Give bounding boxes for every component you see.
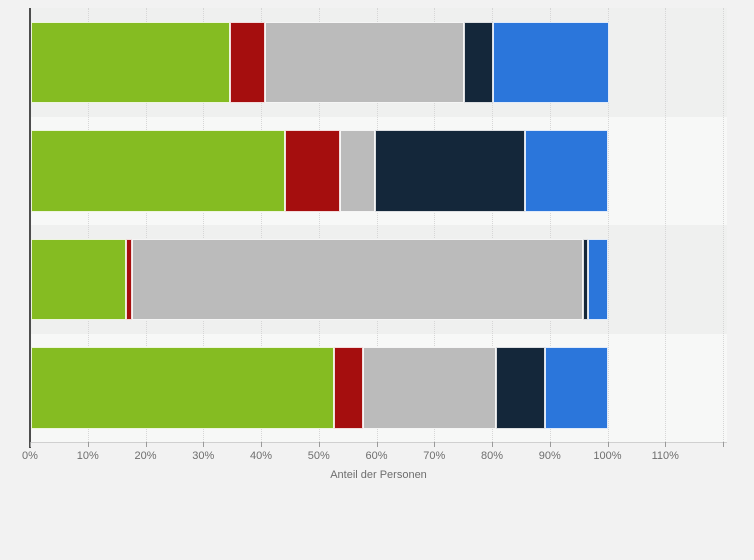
bar-segment-segment-green[interactable] <box>31 238 127 320</box>
gridline <box>549 8 551 442</box>
gridline <box>145 8 147 442</box>
bar-segment-segment-green[interactable] <box>31 347 335 429</box>
tick-label: 80% <box>480 450 504 462</box>
bar-segment-segment-green[interactable] <box>31 130 286 212</box>
bar-segment-segment-silver[interactable] <box>363 347 496 429</box>
tick-label: 100% <box>593 450 622 462</box>
bar-segment-segment-dark-navy[interactable] <box>582 238 589 320</box>
bar-segment-segment-silver[interactable] <box>339 130 375 212</box>
bar-segment-segment-dark-red[interactable] <box>126 238 133 320</box>
bar-segment-segment-dark-navy[interactable] <box>464 21 493 103</box>
tick-mark <box>261 442 262 447</box>
tick-label: 90% <box>538 450 561 462</box>
bar-segment-segment-blue[interactable] <box>493 21 609 103</box>
gridline <box>607 8 609 442</box>
tick-label: 70% <box>423 450 446 462</box>
bar-segment-segment-silver[interactable] <box>132 238 583 320</box>
tick-mark <box>30 442 31 447</box>
tick-mark <box>434 442 436 447</box>
tick-mark <box>318 442 320 447</box>
x-axis: 0% 10% 20% 30% 40% 50% 60% 70% 80% 90% 100% 110% <box>22 442 727 482</box>
x-axis-line <box>30 442 727 443</box>
gridline <box>492 8 493 442</box>
tick-label: 40% <box>249 450 273 462</box>
tick-label: 110% <box>651 450 679 462</box>
gridline <box>665 8 667 442</box>
tick-mark <box>665 442 667 447</box>
bar-segment-segment-dark-red[interactable] <box>230 21 265 103</box>
bar-segment-segment-blue[interactable] <box>524 130 609 212</box>
bar-segment-segment-green[interactable] <box>31 21 231 103</box>
tick-label: 10% <box>76 450 99 462</box>
tick-mark <box>87 442 89 447</box>
tick-label: 0% <box>22 450 38 462</box>
bar-segment-segment-dark-red[interactable] <box>334 347 364 429</box>
bar-segment-segment-blue[interactable] <box>588 238 609 320</box>
gridline <box>376 8 378 442</box>
bar-segment-segment-dark-navy[interactable] <box>374 130 525 212</box>
tick-mark <box>723 442 724 447</box>
plot-area <box>30 8 727 442</box>
gridline <box>261 8 262 442</box>
tick-mark <box>549 442 551 447</box>
x-axis-title: Anteil der Personen <box>330 469 427 481</box>
y-axis-line <box>29 8 31 448</box>
tick-mark <box>607 442 609 447</box>
bar-segment-segment-silver[interactable] <box>264 21 465 103</box>
tick-mark <box>145 442 147 447</box>
gridline <box>434 8 436 442</box>
tick-mark <box>492 442 493 447</box>
tick-label: 30% <box>192 450 215 462</box>
tick-label: 20% <box>134 450 157 462</box>
tick-mark <box>203 442 205 447</box>
bar-segment-segment-dark-navy[interactable] <box>495 347 545 429</box>
tick-mark <box>376 442 378 447</box>
gridline <box>318 8 320 442</box>
gridline <box>87 8 89 442</box>
tick-label: 60% <box>365 450 388 462</box>
gridline <box>203 8 205 442</box>
tick-label: 50% <box>307 450 330 462</box>
gridline <box>723 8 724 442</box>
bar-segment-segment-blue[interactable] <box>544 347 609 429</box>
bar-segment-segment-dark-red[interactable] <box>285 130 340 212</box>
